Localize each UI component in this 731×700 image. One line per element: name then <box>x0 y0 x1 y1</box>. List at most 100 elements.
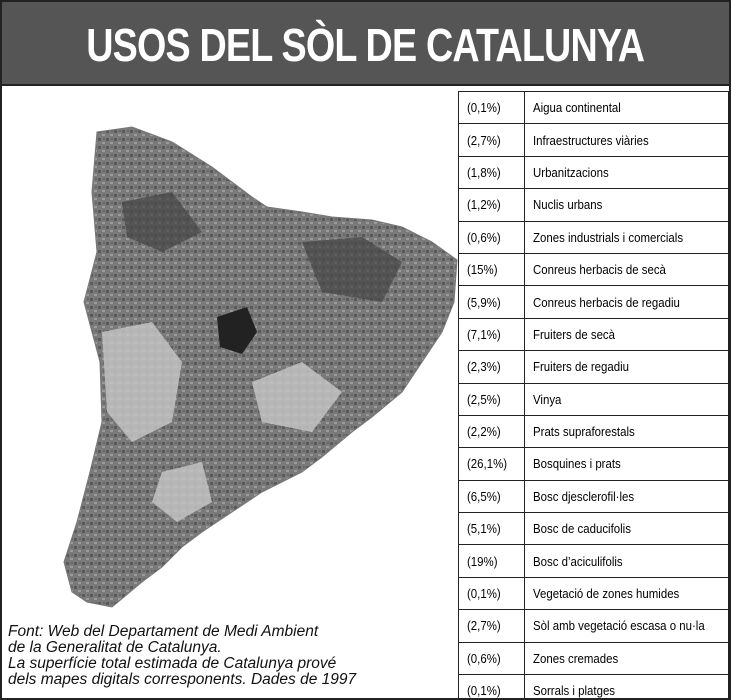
share: (0,6%) <box>467 230 501 245</box>
label-cell: Vinya <box>524 383 728 415</box>
label-cell: Bosquines i prats <box>524 448 728 480</box>
share: (2,7%) <box>467 618 501 633</box>
share: (7,1%) <box>467 327 501 342</box>
share: (26,1%) <box>467 456 507 471</box>
legend-row: (0,1%) Vegetació de zones humides <box>459 577 729 609</box>
legend-row: (0,1%) Aigua continental <box>459 92 729 124</box>
legend-row: (1,2%) Nuclis urbans <box>459 189 729 221</box>
legend-row: (7,1%) Fruiters de secà <box>459 318 729 350</box>
footnote-line: La superfície total estimada de Cataluny… <box>8 656 356 672</box>
label-cell: Conreus herbacis de secà <box>524 253 728 285</box>
land-use: Vinya <box>533 392 561 407</box>
land-use: Nuclis urbans <box>533 197 602 212</box>
share: (2,7%) <box>467 133 501 148</box>
legend-row: (26,1%) Bosquines i prats <box>459 448 729 480</box>
share-cell: (2,5%) <box>459 383 525 415</box>
land-use: Urbanitzacions <box>533 165 609 180</box>
title-bar: USOS DEL SÒL DE CATALUNYA <box>2 2 729 86</box>
legend-row: (0,6%) Zones industrials i comercials <box>459 221 729 253</box>
share-cell: (0,1%) <box>459 92 525 124</box>
legend-row: (2,2%) Prats supraforestals <box>459 415 729 447</box>
legend-row: (15%) Conreus herbacis de secà <box>459 253 729 285</box>
land-use: Zones cremades <box>533 651 618 666</box>
share: (0,1%) <box>467 100 501 115</box>
share-cell: (26,1%) <box>459 448 525 480</box>
share-cell: (19%) <box>459 545 525 577</box>
label-cell: Aigua continental <box>524 92 728 124</box>
legend-table: (0,1%) Aigua continental (2,7%) Infraestruc… <box>458 91 729 700</box>
legend-body: (0,1%) Aigua continental (2,7%) Infraestruc… <box>459 92 729 700</box>
title: USOS DEL SÒL DE CATALUNYA <box>87 2 645 88</box>
share-cell: (2,3%) <box>459 351 525 383</box>
land-use: Bosquines i prats <box>533 456 621 471</box>
legend-row: (19%) Bosc d’aciculifolis <box>459 545 729 577</box>
legend-row: (2,5%) Vinya <box>459 383 729 415</box>
legend-row: (0,1%) Sorrals i platges <box>459 675 729 700</box>
share: (2,5%) <box>467 392 501 407</box>
legend-row: (5,9%) Conreus herbacis de regadiu <box>459 286 729 318</box>
legend-row: (0,6%) Zones cremades <box>459 642 729 674</box>
share-cell: (0,6%) <box>459 642 525 674</box>
legend-row: (2,3%) Fruiters de regadiu <box>459 351 729 383</box>
share-cell: (15%) <box>459 253 525 285</box>
label-cell: Bosc de caducifolis <box>524 513 728 545</box>
legend-row: (6,5%) Bosc djesclerofil·les <box>459 480 729 512</box>
land-use: Bosc de caducifolis <box>533 521 631 536</box>
land-use: Sorrals i platges <box>533 683 615 698</box>
share: (5,9%) <box>467 295 501 310</box>
share-cell: (5,1%) <box>459 513 525 545</box>
label-cell: Sòl amb vegetació escasa o nu·la <box>524 610 728 642</box>
label-cell: Conreus herbacis de regadiu <box>524 286 728 318</box>
label-cell: Zones cremades <box>524 642 728 674</box>
label-cell: Vegetació de zones humides <box>524 577 728 609</box>
page: USOS DEL SÒL DE CATALUNYA (0,1%) Aigua co… <box>0 0 731 700</box>
label-cell: Bosc djesclerofil·les <box>524 480 728 512</box>
share-cell: (0,1%) <box>459 675 525 700</box>
share-cell: (0,6%) <box>459 221 525 253</box>
share: (19%) <box>467 554 498 569</box>
land-use: Fruiters de secà <box>533 327 615 342</box>
map <box>42 102 462 617</box>
land-use: Bosc djesclerofil·les <box>533 489 634 504</box>
share-cell: (2,2%) <box>459 415 525 447</box>
land-use: Vegetació de zones humides <box>533 586 679 601</box>
share: (1,8%) <box>467 165 501 180</box>
land-use: Aigua continental <box>533 100 621 115</box>
land-use: Conreus herbacis de secà <box>533 262 666 277</box>
footnote: Font: Web del Departament de Medi Ambien… <box>8 624 356 688</box>
share: (2,3%) <box>467 359 501 374</box>
share: (15%) <box>467 262 498 277</box>
land-use: Sòl amb vegetació escasa o nu·la <box>533 618 705 633</box>
label-cell: Nuclis urbans <box>524 189 728 221</box>
land-use: Prats supraforestals <box>533 424 635 439</box>
share-cell: (6,5%) <box>459 480 525 512</box>
share-cell: (7,1%) <box>459 318 525 350</box>
share-cell: (5,9%) <box>459 286 525 318</box>
land-use: Infraestructures viàries <box>533 133 649 148</box>
land-use: Fruiters de regadiu <box>533 359 629 374</box>
land-use: Bosc d’aciculifolis <box>533 554 623 569</box>
footnote-line: de la Generalitat de Catalunya. <box>8 640 356 656</box>
label-cell: Urbanitzacions <box>524 156 728 188</box>
land-use: Conreus herbacis de regadiu <box>533 295 680 310</box>
legend-row: (5,1%) Bosc de caducifolis <box>459 513 729 545</box>
label-cell: Sorrals i platges <box>524 675 728 700</box>
share: (1,2%) <box>467 197 501 212</box>
share: (5,1%) <box>467 521 501 536</box>
label-cell: Bosc d’aciculifolis <box>524 545 728 577</box>
label-cell: Zones industrials i comercials <box>524 221 728 253</box>
land-use: Zones industrials i comercials <box>533 230 683 245</box>
share-cell: (2,7%) <box>459 124 525 156</box>
legend-row: (1,8%) Urbanitzacions <box>459 156 729 188</box>
share: (6,5%) <box>467 489 501 504</box>
share: (2,2%) <box>467 424 501 439</box>
legend-row: (2,7%) Infraestructures viàries <box>459 124 729 156</box>
label-cell: Fruiters de secà <box>524 318 728 350</box>
share-cell: (0,1%) <box>459 577 525 609</box>
share: (0,6%) <box>467 651 501 666</box>
share-cell: (2,7%) <box>459 610 525 642</box>
share-cell: (1,2%) <box>459 189 525 221</box>
footnote-line: Font: Web del Departament de Medi Ambien… <box>8 624 356 640</box>
share: (0,1%) <box>467 683 501 698</box>
label-cell: Infraestructures viàries <box>524 124 728 156</box>
